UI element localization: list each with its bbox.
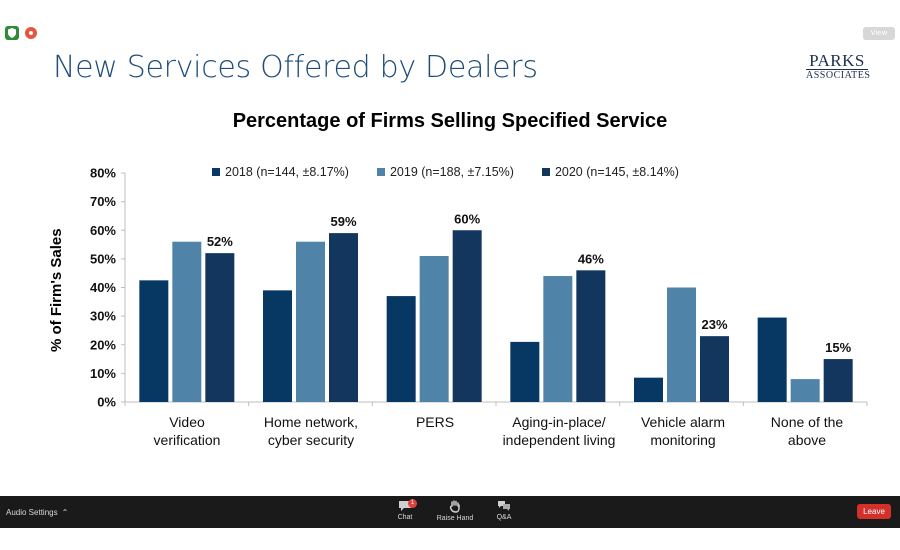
data-label: 23% (701, 317, 727, 332)
bar (205, 253, 235, 402)
data-label: 60% (454, 211, 480, 226)
chevron-up-icon: ⌃ (61, 508, 69, 517)
logo-line-1: PARKS (809, 51, 865, 70)
y-tick-label: 0% (97, 395, 116, 410)
legend-label-2018: 2018 (n=144, ±8.17%) (225, 165, 349, 179)
legend-swatch-2018 (212, 168, 220, 176)
chat-button[interactable]: 1 Chat (385, 499, 425, 521)
y-tick-label: 50% (90, 251, 116, 266)
category-label-line: above (787, 432, 827, 448)
view-button[interactable]: View (863, 27, 895, 40)
bar (634, 377, 663, 402)
category-label-line: cyber security (267, 432, 355, 448)
legend-item-2019: 2019 (n=188, ±7.15%) (376, 165, 514, 179)
bar (576, 270, 606, 402)
category-label-line: Aging-in-place/ (512, 414, 606, 430)
y-tick-label: 40% (90, 280, 116, 295)
y-tick-label: 80% (90, 166, 116, 181)
bar (386, 296, 416, 402)
data-label: 52% (207, 234, 233, 249)
category-label-line: None of the (770, 414, 844, 430)
category-label: Video verification (117, 413, 257, 449)
audio-settings-button[interactable]: Audio Settings ⌃ (6, 508, 68, 517)
bar (667, 287, 696, 402)
bar (790, 379, 820, 402)
category-label: None of the above (737, 413, 877, 449)
security-shield-icon[interactable] (5, 26, 19, 40)
legend-swatch-2020 (541, 168, 550, 176)
category-label-line: PERS (415, 414, 455, 430)
bar (452, 230, 482, 402)
bar (419, 256, 449, 402)
qa-icon (498, 501, 510, 511)
chart-title: Percentage of Firms Selling Specified Se… (232, 110, 668, 132)
chart-legend: 2018 (n=144, ±8.17%) 2019 (n=188, ±7.15%… (212, 165, 707, 179)
category-label: Home network, cyber security (241, 413, 381, 449)
bar (700, 336, 729, 402)
qa-label: Q&A (496, 514, 512, 521)
recording-icon (25, 27, 37, 39)
leave-button[interactable]: Leave (857, 504, 891, 519)
y-axis-label: % of Firm's Sales (48, 228, 65, 352)
bar (823, 359, 853, 402)
chat-label: Chat (397, 514, 413, 521)
category-label-line: independent living (502, 432, 616, 448)
audio-settings-label: Audio Settings (6, 508, 58, 517)
logo-line-2: ASSOCIATES (806, 69, 871, 81)
bar (172, 241, 202, 402)
bar (263, 290, 292, 402)
qa-button[interactable]: Q&A (484, 500, 524, 521)
legend-label-2020: 2020 (n=145, ±8.14%) (554, 165, 679, 179)
legend-item-2018: 2018 (n=144, ±8.17%) (212, 165, 349, 179)
legend-label-2019: 2019 (n=188, ±7.15%) (389, 165, 514, 179)
slide-title: New Services Offered by Dealers (53, 50, 538, 85)
bar (510, 341, 540, 402)
bar (296, 241, 325, 402)
data-label: 59% (330, 214, 356, 229)
chat-badge: 1 (408, 499, 417, 508)
y-tick-label: 20% (90, 337, 116, 352)
y-tick-label: 30% (90, 309, 116, 324)
parks-associates-logo: PARKS ASSOCIATES (806, 51, 871, 81)
category-label-line: Video (169, 414, 205, 430)
legend-swatch-2019 (376, 168, 385, 176)
y-tick-label: 60% (90, 223, 116, 238)
category-label: PERS (365, 413, 505, 431)
bar (329, 233, 358, 402)
raise-hand-button[interactable]: Raise Hand (433, 500, 477, 522)
bar (757, 317, 787, 402)
y-tick-label: 70% (90, 194, 116, 209)
legend-item-2020: 2020 (n=145, ±8.14%) (541, 165, 679, 179)
category-label: Vehicle alarm monitoring (613, 413, 753, 449)
data-label: 46% (578, 251, 604, 266)
category-label-line: Vehicle alarm (640, 414, 726, 430)
bar-chart: 0% 10% 20% 30% 40% 50% 60% 70% 80% 52% 59% 60% 46% 23… (90, 166, 868, 410)
hand-icon (449, 500, 460, 513)
bar (139, 280, 169, 402)
meeting-toolbar: Audio Settings ⌃ 1 Chat Raise Hand Q&A Le… (0, 496, 900, 528)
category-label-line: verification (153, 432, 221, 448)
category-label: Aging-in-place/ independent living (489, 413, 629, 449)
data-label: 15% (825, 340, 851, 355)
category-label-line: Home network, (263, 414, 359, 430)
raise-hand-label: Raise Hand (436, 515, 474, 522)
bar (543, 276, 573, 402)
y-tick-label: 10% (90, 366, 116, 381)
category-label-line: monitoring (650, 432, 716, 448)
